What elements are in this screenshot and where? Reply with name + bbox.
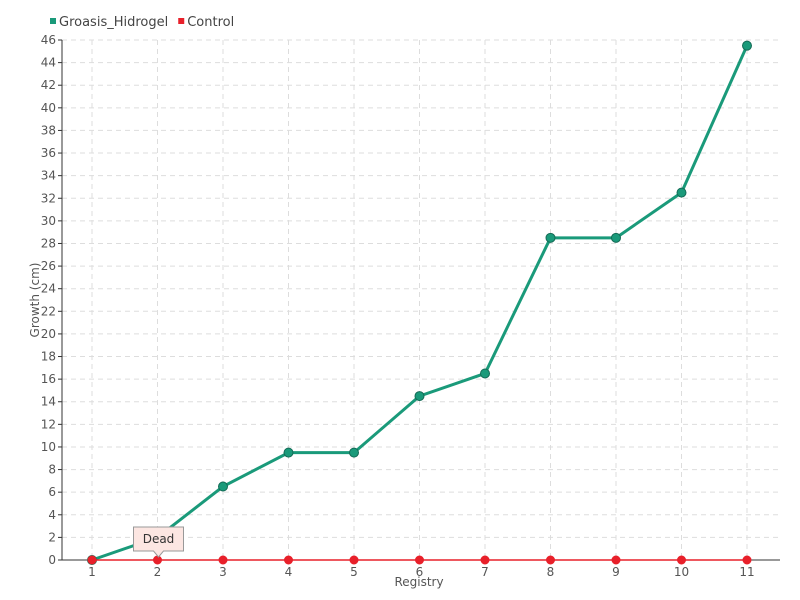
data-point[interactable] xyxy=(87,555,97,565)
y-tick-label: 36 xyxy=(41,146,56,160)
y-tick-label: 12 xyxy=(41,417,56,431)
data-point[interactable] xyxy=(677,555,686,565)
x-tick-label: 4 xyxy=(285,565,293,579)
data-point[interactable] xyxy=(545,232,556,243)
y-tick-label: 32 xyxy=(41,191,56,205)
axes xyxy=(61,40,780,561)
series-groasis-hidrogel xyxy=(87,40,752,565)
y-tick-label: 20 xyxy=(41,327,56,341)
data-point[interactable] xyxy=(480,555,490,565)
data-point[interactable] xyxy=(218,555,228,565)
y-tick-label: 30 xyxy=(41,214,56,228)
y-tick-label: 22 xyxy=(41,304,56,318)
y-tick-label: 28 xyxy=(41,236,56,250)
data-point[interactable] xyxy=(349,447,359,458)
x-tick-label: 7 xyxy=(481,565,489,579)
y-tick-label: 6 xyxy=(48,485,56,499)
tooltip: Dead xyxy=(133,526,184,558)
data-point[interactable] xyxy=(611,232,621,243)
series-group xyxy=(87,40,752,565)
y-tick-label: 38 xyxy=(41,123,56,137)
y-axis-ticks: 0246810121416182022242628303234363840424… xyxy=(41,33,62,567)
data-point[interactable] xyxy=(546,555,555,565)
data-point[interactable] xyxy=(218,481,228,492)
legend-item[interactable]: Control xyxy=(178,15,234,30)
y-tick-label: 0 xyxy=(48,553,56,567)
legend[interactable]: Groasis_Hidrogel Control xyxy=(50,15,234,30)
x-tick-label: 3 xyxy=(219,565,227,579)
y-tick-label: 40 xyxy=(41,101,56,115)
y-tick-label: 8 xyxy=(48,463,56,477)
x-tick-label: 10 xyxy=(674,565,689,579)
x-tick-label: 8 xyxy=(547,565,555,579)
y-tick-label: 42 xyxy=(41,78,56,92)
grid-lines xyxy=(62,39,780,560)
y-tick-label: 14 xyxy=(41,395,56,409)
legend-label: Control xyxy=(187,15,234,30)
y-tick-label: 18 xyxy=(41,350,56,364)
data-point[interactable] xyxy=(284,555,293,565)
y-tick-label: 4 xyxy=(48,508,56,522)
data-point[interactable] xyxy=(349,555,359,565)
tooltip-box xyxy=(133,526,184,558)
y-tick-label: 16 xyxy=(41,372,56,386)
x-axis-title: Registry xyxy=(394,575,443,589)
data-point[interactable] xyxy=(611,555,621,565)
series-control xyxy=(87,555,752,565)
y-tick-label: 34 xyxy=(41,169,56,183)
x-tick-label: 11 xyxy=(739,565,754,579)
legend-swatch xyxy=(50,18,56,24)
y-axis-title: Growth (cm) xyxy=(28,263,42,338)
y-tick-label: 2 xyxy=(48,530,56,544)
legend-item[interactable]: Groasis_Hidrogel xyxy=(50,15,168,30)
y-tick-label: 46 xyxy=(41,33,56,47)
data-point[interactable] xyxy=(414,391,425,402)
x-tick-label: 6 xyxy=(416,565,424,579)
y-tick-label: 10 xyxy=(41,440,56,454)
x-tick-label: 9 xyxy=(612,565,620,579)
data-point[interactable] xyxy=(742,40,752,51)
y-tick-label: 44 xyxy=(41,56,56,70)
data-point[interactable] xyxy=(283,447,294,458)
y-tick-label: 26 xyxy=(41,259,56,273)
data-point[interactable] xyxy=(480,368,490,379)
data-point[interactable] xyxy=(742,555,752,565)
y-tick-label: 24 xyxy=(41,282,56,296)
data-point[interactable] xyxy=(676,187,687,198)
legend-swatch xyxy=(178,18,185,24)
data-point[interactable] xyxy=(153,555,162,565)
tooltip-text: Dead xyxy=(143,532,175,546)
x-tick-label: 1 xyxy=(88,565,96,579)
legend-label: Groasis_Hidrogel xyxy=(59,15,168,30)
data-point[interactable] xyxy=(415,555,424,565)
x-tick-label: 5 xyxy=(350,565,358,579)
x-tick-label: 2 xyxy=(154,565,162,579)
